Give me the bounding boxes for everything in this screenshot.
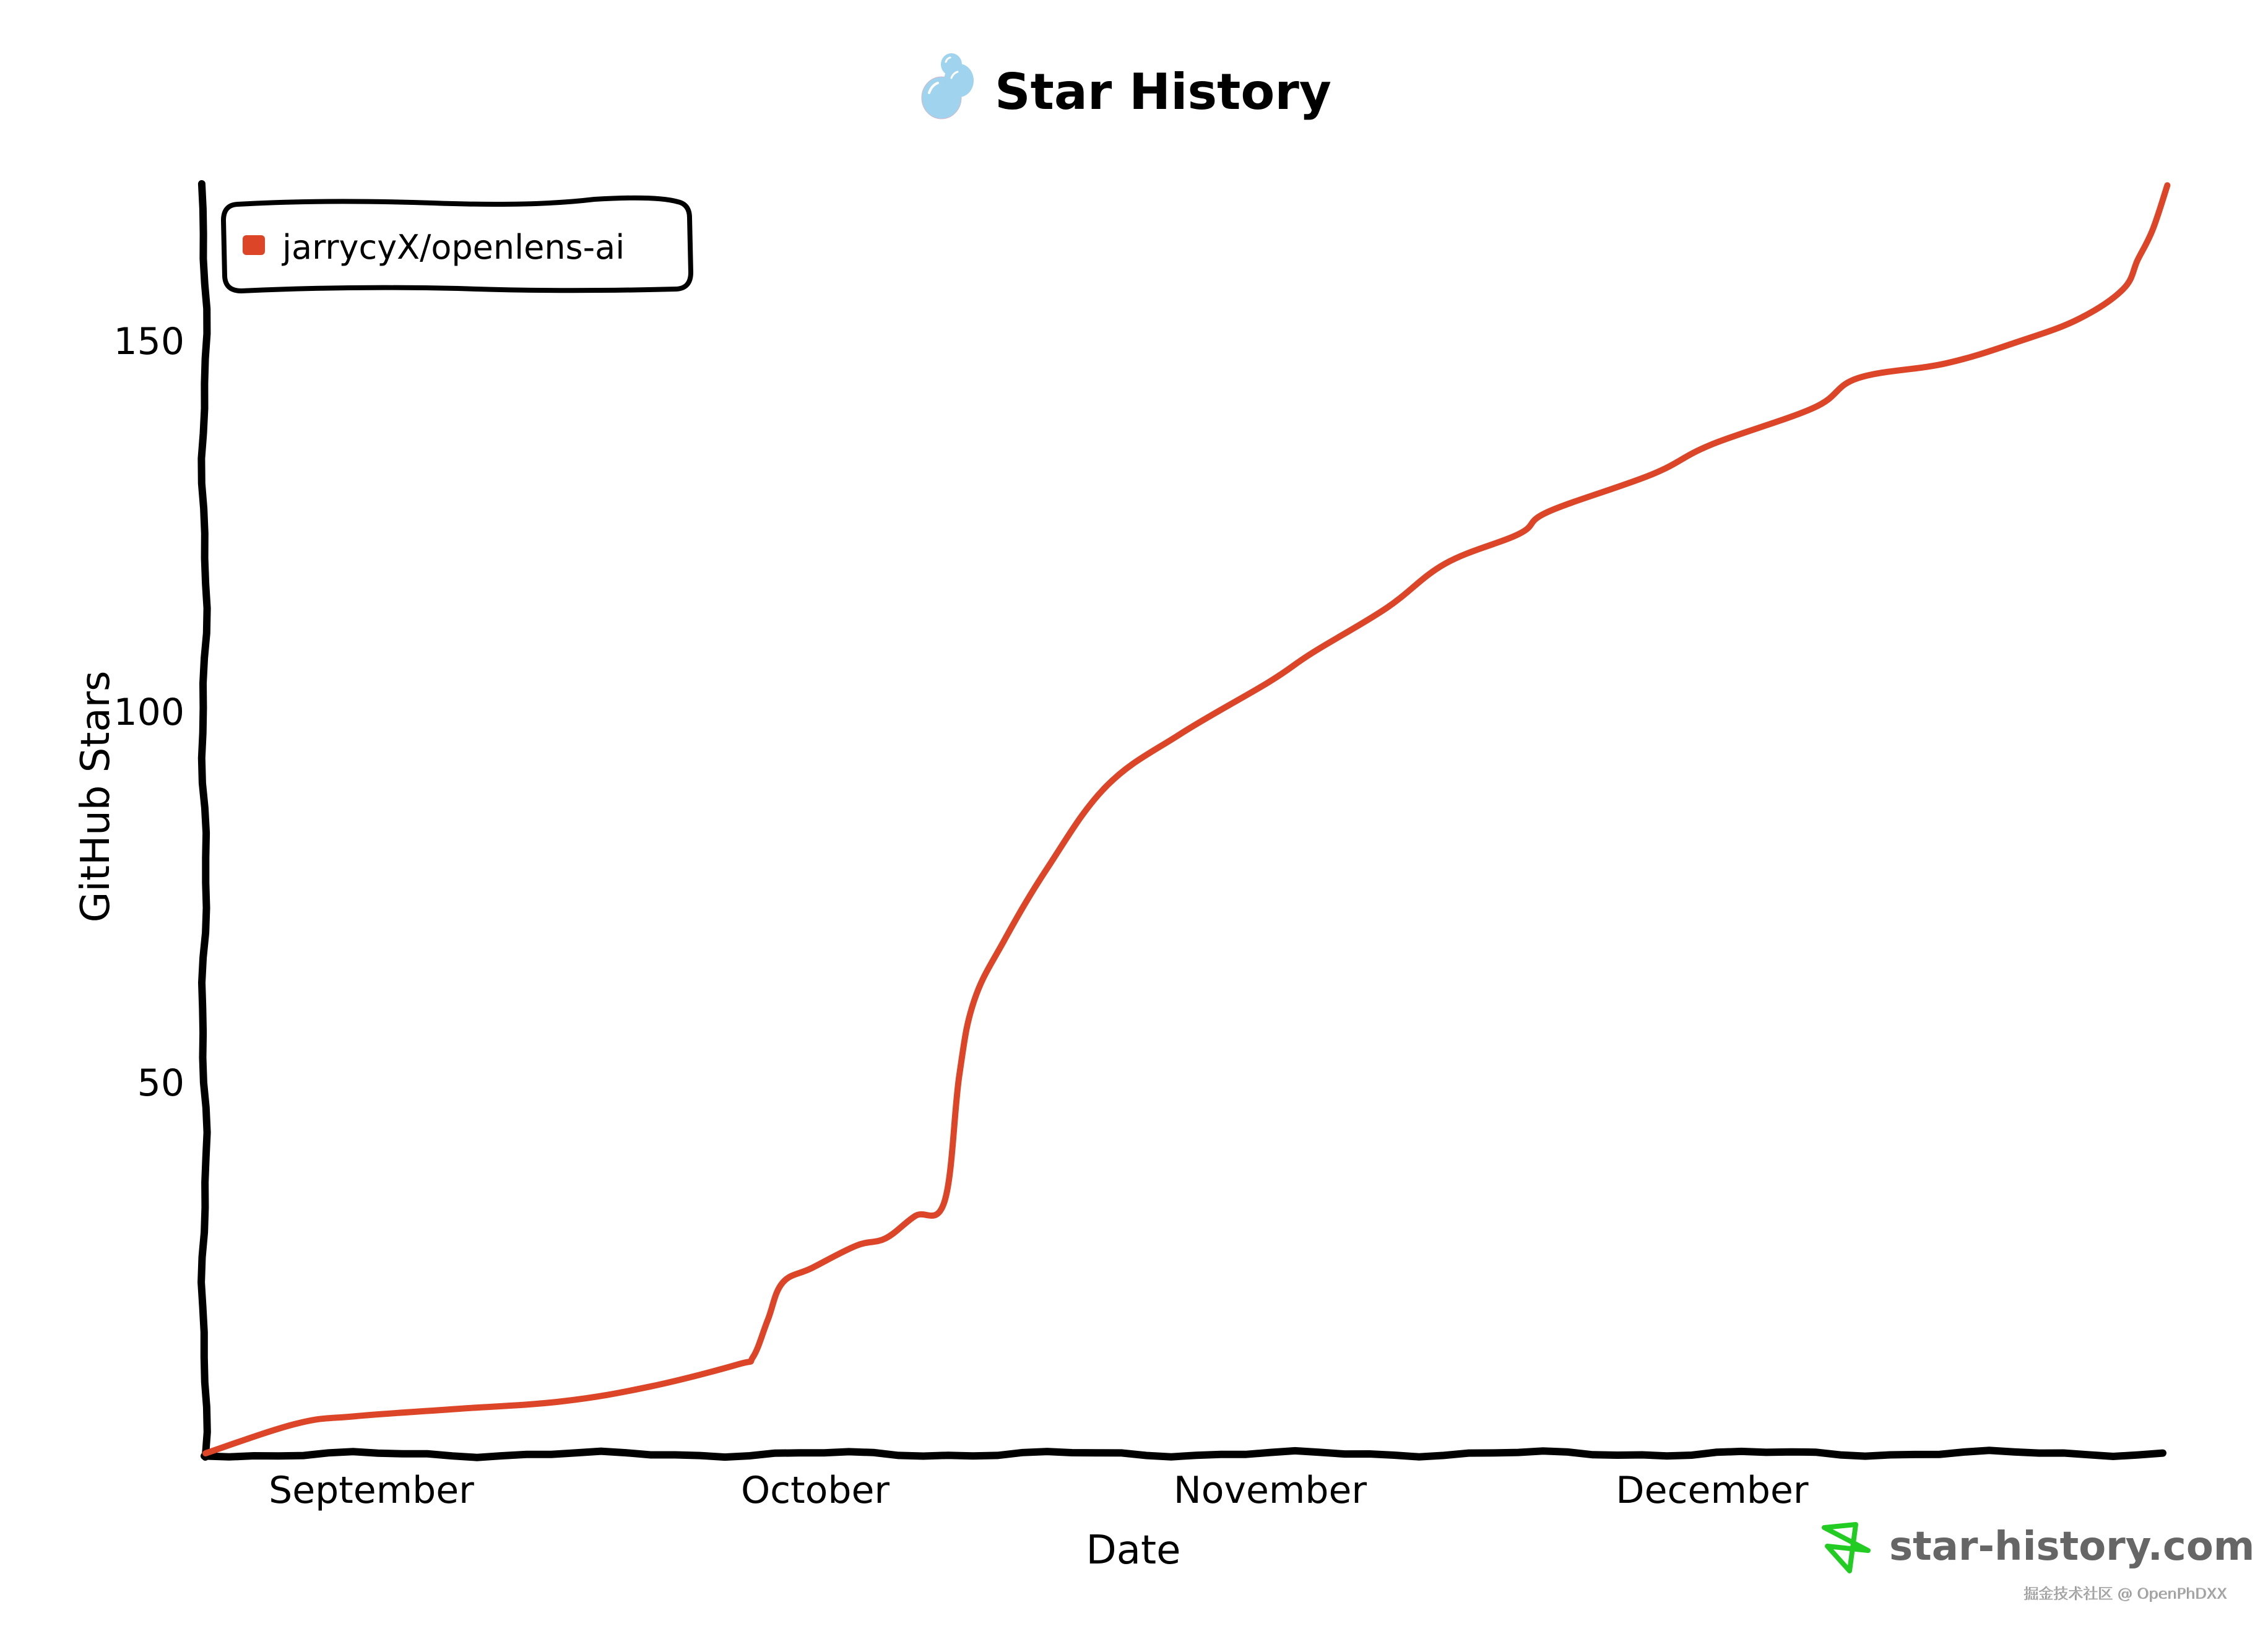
legend: jarrycyX/openlens-ai <box>221 195 693 293</box>
legend-box <box>221 195 693 293</box>
x-axis-title: Date <box>1086 1528 1181 1573</box>
x-tick-label: November <box>1174 1469 1367 1512</box>
green-star-icon <box>1822 1522 1871 1573</box>
chart-header: Star History <box>921 53 1331 121</box>
bubbles-icon <box>921 53 974 119</box>
y-axis-line <box>197 180 211 1461</box>
y-tick-label: 150 <box>113 320 184 363</box>
x-axis-line <box>201 1447 2166 1461</box>
y-axis-title: GitHub Stars <box>73 671 119 923</box>
x-tick-label: October <box>741 1469 889 1512</box>
x-tick-labels: September October November December <box>269 1469 1809 1512</box>
x-tick-label: September <box>269 1469 474 1512</box>
brand-link[interactable]: star-history.com <box>1889 1524 2254 1570</box>
legend-swatch <box>243 235 265 255</box>
y-tick-label: 100 <box>113 691 184 734</box>
legend-label: jarrycyX/openlens-ai <box>282 228 625 267</box>
y-tick-label: 50 <box>137 1062 184 1105</box>
y-tick-labels: 150 100 50 <box>113 320 184 1105</box>
chart-title: Star History <box>995 63 1331 121</box>
x-tick-label: December <box>1616 1469 1808 1512</box>
branding[interactable]: star-history.com <box>1822 1522 2254 1573</box>
watermark: 掘金技术社区 @ OpenPhDXX <box>2024 1585 2228 1602</box>
series-line-jarrycyx-openlens-ai <box>202 182 2171 1456</box>
